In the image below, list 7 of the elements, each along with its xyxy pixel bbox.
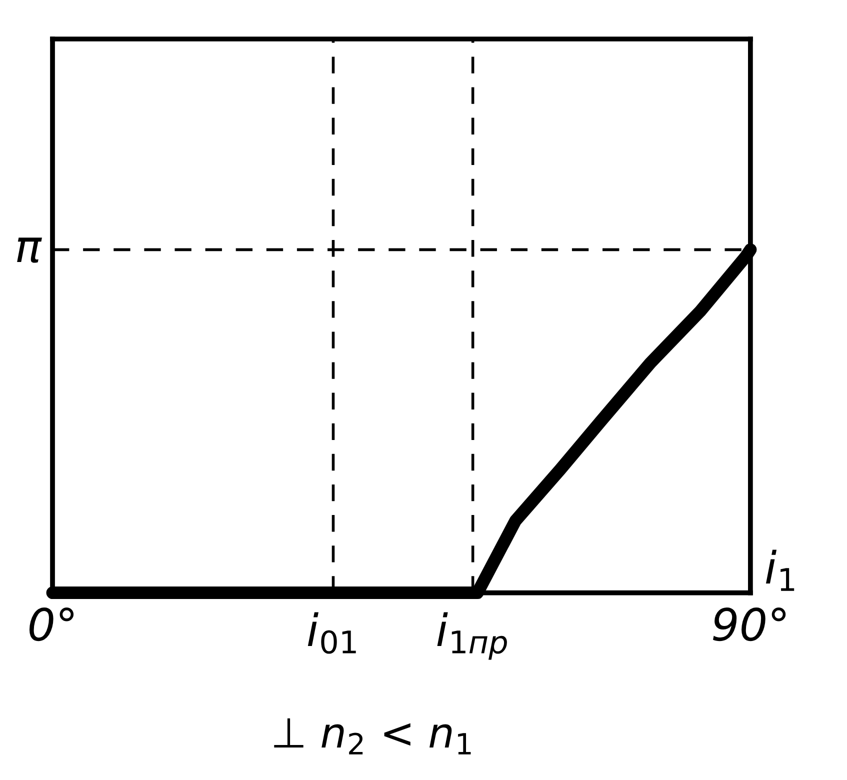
x-tick-label: 90° [713, 607, 786, 642]
x-tick-label: 0° [29, 607, 74, 642]
ref-line-label: π [17, 238, 42, 263]
ref-line-label: i$_{1пр}$ [437, 612, 507, 660]
ref-line-label: i$_{01}$ [308, 612, 356, 654]
x-axis-title: i$_{1}$ [766, 550, 794, 591]
text: ⊥ n$_{2}$ < n$_{1}$ [274, 718, 471, 754]
